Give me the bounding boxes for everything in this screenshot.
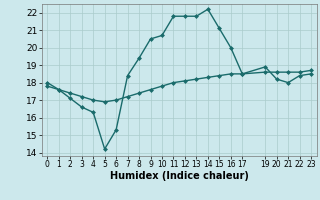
X-axis label: Humidex (Indice chaleur): Humidex (Indice chaleur) [110,171,249,181]
